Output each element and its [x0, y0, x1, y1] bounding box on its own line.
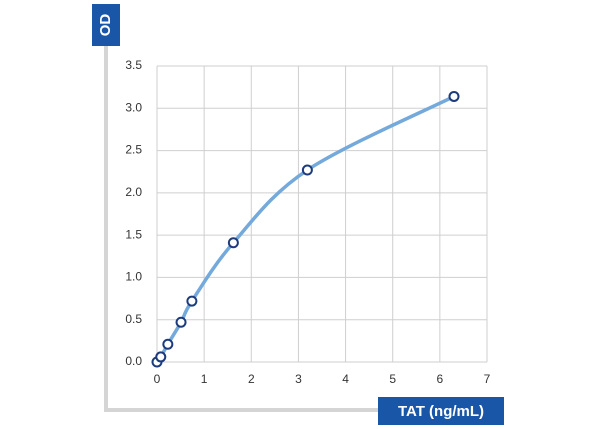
x-tick-label: 7 [484, 372, 491, 386]
x-tick-label: 5 [389, 372, 396, 386]
x-axis-label: TAT (ng/mL) [398, 403, 484, 420]
y-label-box [92, 4, 120, 46]
y-tick-label: 1.5 [125, 227, 142, 241]
data-point [175, 316, 187, 328]
y-tick-label: 2.5 [125, 143, 142, 157]
y-tick-label: 0.5 [125, 312, 142, 326]
x-label-box [378, 397, 504, 425]
y-axis-label: OD [97, 14, 114, 37]
data-point [227, 237, 239, 249]
x-tick-label: 1 [201, 372, 208, 386]
data-point [155, 351, 167, 363]
x-tick-label: 4 [342, 372, 349, 386]
x-tick-label: 6 [437, 372, 444, 386]
y-tick-label: 1.0 [125, 270, 142, 284]
x-tick-label: 0 [154, 372, 161, 386]
y-tick-label: 3.0 [125, 100, 142, 114]
y-tick-label: 0.0 [125, 354, 142, 368]
x-tick-label: 2 [248, 372, 255, 386]
axis-frame [104, 40, 380, 412]
y-tick-label: 2.0 [125, 185, 142, 199]
y-tick-label: 3.5 [125, 58, 142, 72]
data-point [162, 338, 174, 350]
data-point [301, 164, 313, 176]
data-point [186, 295, 198, 307]
x-tick-label: 3 [295, 372, 302, 386]
data-point [448, 90, 460, 102]
curve [155, 94, 455, 364]
